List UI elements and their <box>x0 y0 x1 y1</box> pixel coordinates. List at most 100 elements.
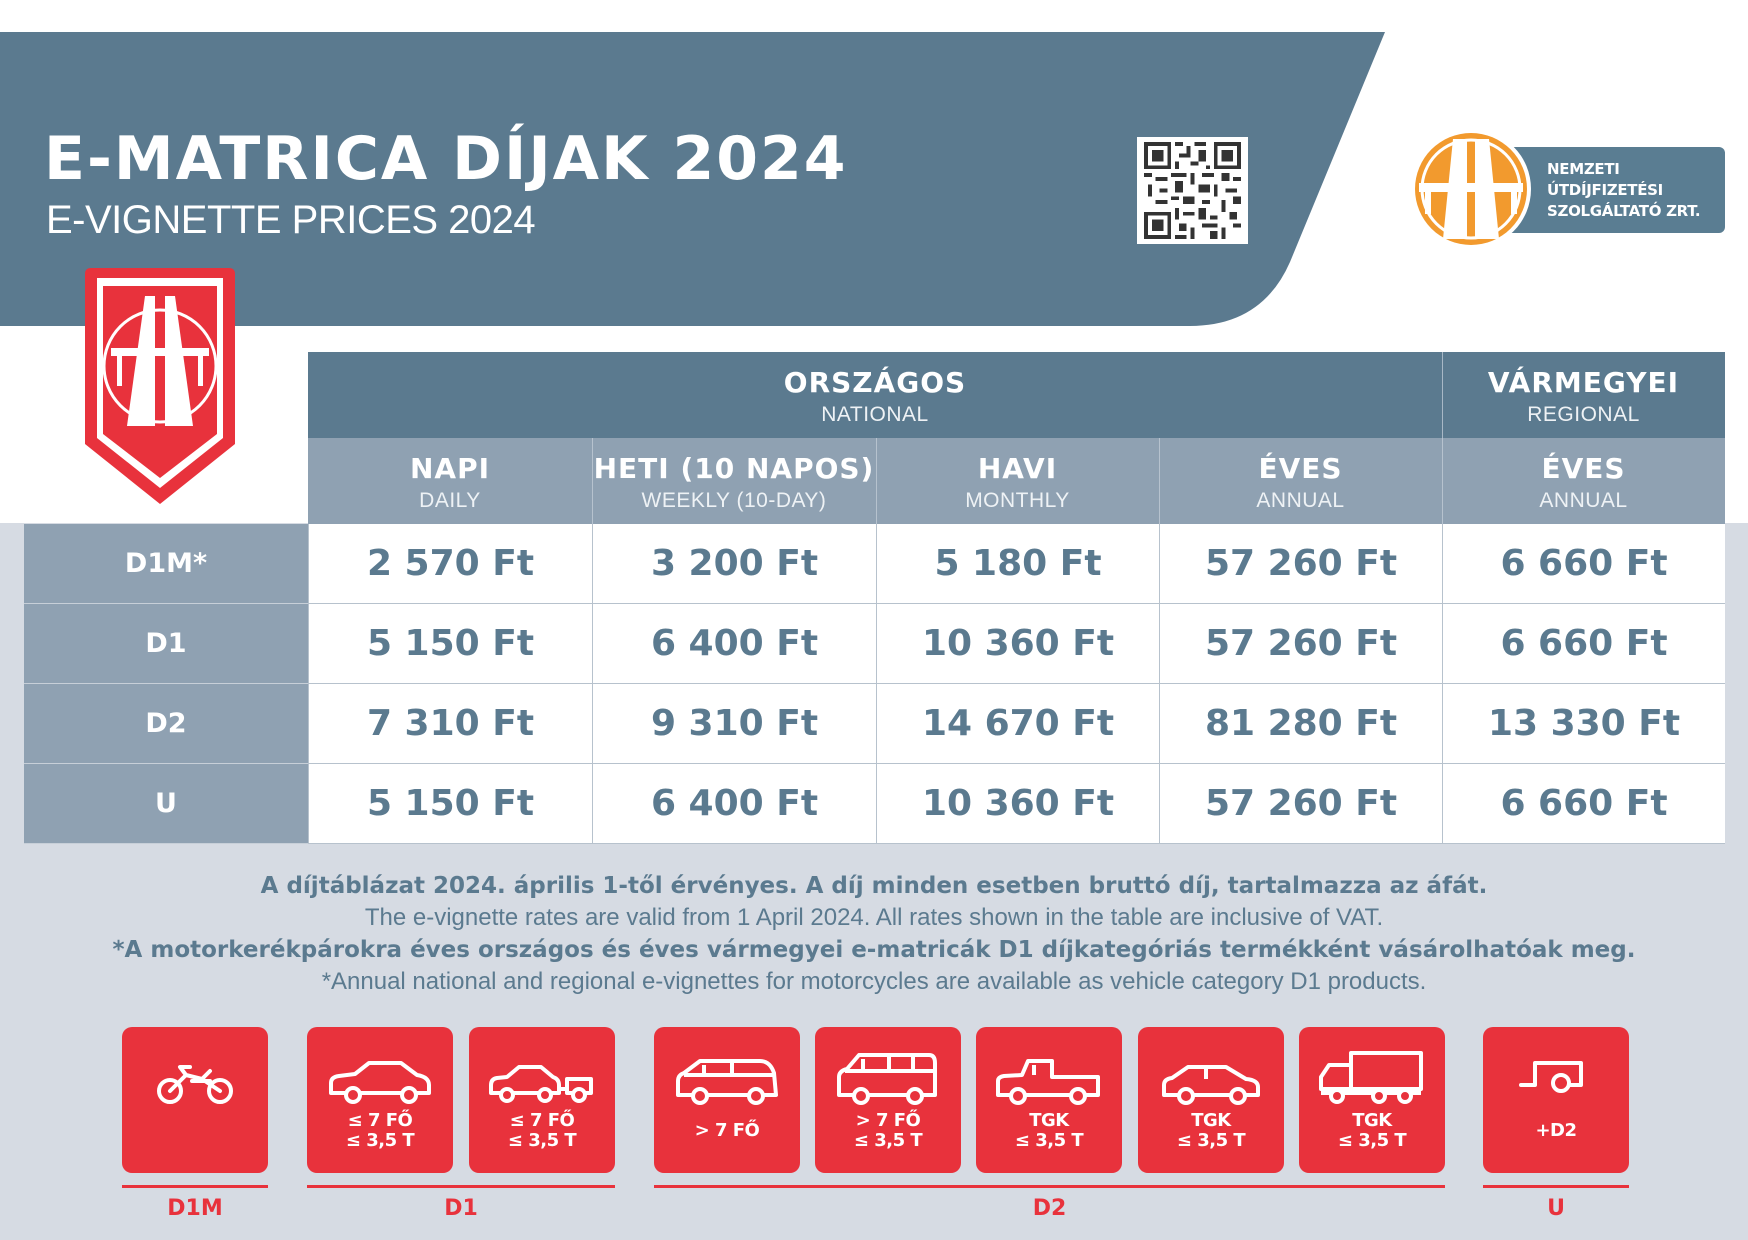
column-header-label: HETI (10 NAPOS) <box>593 452 875 485</box>
price-cell: 9 310 Ft <box>592 684 876 764</box>
national-sublabel: NATIONAL <box>821 403 929 426</box>
price-cell: 5 180 Ft <box>876 524 1159 604</box>
column-header-annual-national: ÉVES ANNUAL <box>1159 438 1442 524</box>
price-cell: 57 260 Ft <box>1159 524 1442 604</box>
column-header-sublabel: ANNUAL <box>1539 489 1628 512</box>
category-label-d1: D1 <box>444 1196 478 1221</box>
divider <box>592 438 593 524</box>
vehicle-label-line1: TGK <box>1191 1110 1231 1131</box>
divider <box>1159 438 1160 524</box>
price-cell: 57 260 Ft <box>1159 604 1442 684</box>
price-cell: 7 310 Ft <box>308 684 592 764</box>
vehicle-label: ≤ 7 FŐ ≤ 3,5 T <box>469 1111 615 1151</box>
van-icon <box>837 1053 937 1105</box>
price-table: ORSZÁGOS NATIONAL VÁRMEGYEI REGIONAL NAP… <box>24 352 1725 845</box>
column-header-sublabel: DAILY <box>419 489 481 512</box>
nut-company-logo: NEMZETI ÚTDÍJFIZETÉSI SZOLGÁLTATÓ ZRT. <box>1405 125 1725 255</box>
column-header-sublabel: WEEKLY (10-DAY) <box>641 489 827 512</box>
regional-sublabel: REGIONAL <box>1527 403 1640 426</box>
minivan-icon <box>676 1059 778 1105</box>
vehicle-d1m <box>122 1027 268 1173</box>
vehicle-d2-minivan: > 7 FŐ <box>654 1027 800 1173</box>
price-cell: 6 660 Ft <box>1442 604 1725 684</box>
price-cell: 5 150 Ft <box>308 604 592 684</box>
national-label: ORSZÁGOS <box>783 366 967 399</box>
vehicle-label-line2: ≤ 3,5 T <box>345 1130 415 1151</box>
row-label-u: U <box>24 764 308 844</box>
vehicle-label: TGK ≤ 3,5 T <box>1299 1111 1445 1151</box>
column-header-weekly: HETI (10 NAPOS) WEEKLY (10-DAY) <box>592 438 876 524</box>
category-line-d2 <box>654 1185 1445 1188</box>
note-motorcycle-en: *Annual national and regional e-vignette… <box>321 968 1427 995</box>
vehicle-label-line2: ≤ 3,5 T <box>853 1130 923 1151</box>
column-header-monthly: HAVI MONTHLY <box>876 438 1159 524</box>
column-header-label: ÉVES <box>1541 452 1626 485</box>
note-validity-hu: A díjtáblázat 2024. április 1-től érvény… <box>260 873 1488 899</box>
note-motorcycle-hu: *A motorkerékpárokra éves országos és év… <box>112 937 1636 963</box>
vehicle-u-trailer: +D2 <box>1483 1027 1629 1173</box>
category-label-u: U <box>1547 1196 1565 1221</box>
vehicle-label: > 7 FŐ ≤ 3,5 T <box>815 1111 961 1151</box>
column-header-sublabel: MONTHLY <box>965 489 1070 512</box>
trailer-icon <box>1519 1061 1583 1093</box>
vehicle-d2-pickup: TGK ≤ 3,5 T <box>976 1027 1122 1173</box>
vehicle-label: +D2 <box>1483 1121 1629 1141</box>
vehicle-label-line2: ≤ 3,5 T <box>1337 1130 1407 1151</box>
category-label-d2: D2 <box>1032 1196 1067 1221</box>
price-cell: 6 660 Ft <box>1442 524 1725 604</box>
vehicle-label-line1: TGK <box>1352 1110 1392 1131</box>
vehicle-label-line1: ≤ 7 FŐ <box>347 1110 413 1131</box>
regional-label: VÁRMEGYEI <box>1487 366 1680 399</box>
notes-block: A díjtáblázat 2024. április 1-től érvény… <box>0 870 1748 998</box>
header-banner <box>0 32 1385 326</box>
price-cell: 14 670 Ft <box>876 684 1159 764</box>
divider <box>1442 438 1443 524</box>
vehicle-d1-car-trailer: ≤ 7 FŐ ≤ 3,5 T <box>469 1027 615 1173</box>
price-cell: 6 400 Ft <box>592 764 876 844</box>
vehicle-label: ≤ 7 FŐ ≤ 3,5 T <box>307 1111 453 1151</box>
row-label-d1m: D1M* <box>24 524 308 604</box>
qr-code-icon[interactable] <box>1137 137 1248 244</box>
price-cell: 5 150 Ft <box>308 764 592 844</box>
regional-group-header: VÁRMEGYEI REGIONAL <box>1442 352 1725 438</box>
vehicle-d1-car: ≤ 7 FŐ ≤ 3,5 T <box>307 1027 453 1173</box>
vehicle-label-line1: ≤ 7 FŐ <box>509 1110 575 1131</box>
small-car-icon <box>1162 1065 1260 1105</box>
vehicle-label-line2: ≤ 3,5 T <box>1176 1130 1246 1151</box>
price-cell: 57 260 Ft <box>1159 764 1442 844</box>
national-group-header: ORSZÁGOS NATIONAL <box>308 352 1442 438</box>
vehicle-label-line2: ≤ 3,5 T <box>507 1130 577 1151</box>
column-header-label: HAVI <box>977 452 1058 485</box>
column-header-label: NAPI <box>409 452 491 485</box>
car-with-trailer-icon <box>489 1065 593 1103</box>
column-header-daily: NAPI DAILY <box>308 438 592 524</box>
motorway-shield-icon <box>85 268 235 504</box>
vehicle-d2-truck: TGK ≤ 3,5 T <box>1299 1027 1445 1173</box>
category-line-d1m <box>122 1185 268 1188</box>
page-subtitle: E-VIGNETTE PRICES 2024 <box>46 198 536 242</box>
vehicle-label-line1: TGK <box>1029 1110 1069 1131</box>
page-title: E-MATRICA DÍJAK 2024 <box>44 124 848 194</box>
category-line-u <box>1483 1185 1629 1188</box>
column-header-label: ÉVES <box>1258 452 1343 485</box>
category-label-d1m: D1M <box>167 1196 223 1221</box>
price-cell: 3 200 Ft <box>592 524 876 604</box>
vehicle-d2-van: > 7 FŐ ≤ 3,5 T <box>815 1027 961 1173</box>
price-cell: 6 660 Ft <box>1442 764 1725 844</box>
vehicle-label-line1: > 7 FŐ <box>855 1110 921 1131</box>
motorway-sign-icon <box>1411 129 1531 249</box>
motorcycle-icon <box>157 1065 233 1104</box>
price-cell: 13 330 Ft <box>1442 684 1725 764</box>
price-cell: 10 360 Ft <box>876 604 1159 684</box>
price-cell: 81 280 Ft <box>1159 684 1442 764</box>
price-cell: 6 400 Ft <box>592 604 876 684</box>
vehicle-label-line2: ≤ 3,5 T <box>1014 1130 1084 1151</box>
pickup-truck-icon <box>996 1059 1100 1105</box>
category-line-d1 <box>307 1185 615 1188</box>
vehicle-label: > 7 FŐ <box>654 1121 800 1141</box>
price-cell: 10 360 Ft <box>876 764 1159 844</box>
vehicle-label: TGK ≤ 3,5 T <box>1138 1111 1284 1151</box>
divider <box>876 438 877 524</box>
vehicle-d2-car: TGK ≤ 3,5 T <box>1138 1027 1284 1173</box>
company-name-line2: ÚTDÍJFIZETÉSI <box>1547 181 1663 199</box>
